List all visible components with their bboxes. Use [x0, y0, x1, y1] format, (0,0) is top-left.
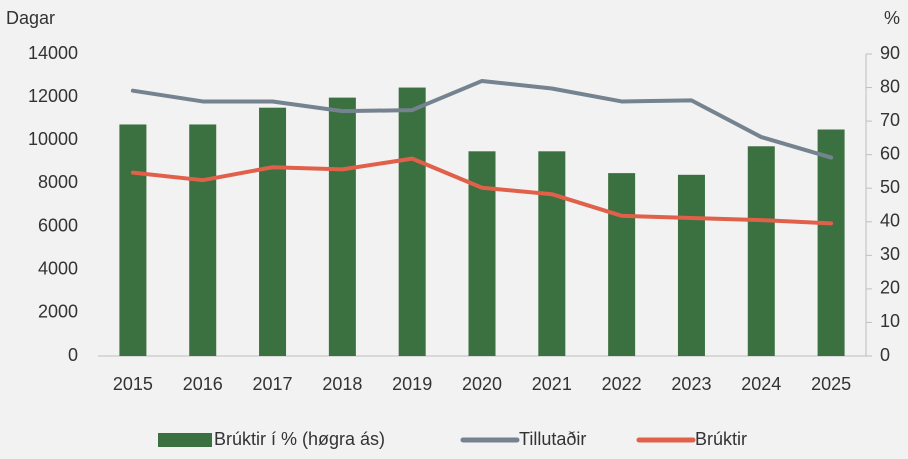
y2-tick-label: 80 [880, 76, 900, 96]
x-tick-label: 2021 [532, 374, 572, 394]
x-tick-label: 2024 [741, 374, 781, 394]
bar [328, 97, 356, 356]
legend-label: Brúktir [695, 429, 747, 449]
y2-axis-title: % [884, 8, 900, 28]
bar [119, 124, 147, 356]
y-tick-label: 0 [68, 345, 78, 365]
y-tick-label: 14000 [28, 43, 78, 63]
line [130, 78, 834, 160]
y2-tick-label: 50 [880, 177, 900, 197]
x-tick-label: 2015 [113, 374, 153, 394]
x-tick-label: 2020 [462, 374, 502, 394]
bar [608, 173, 636, 356]
y-tick-label: 12000 [28, 86, 78, 106]
line [130, 156, 834, 226]
y2-tick-label: 0 [880, 345, 890, 365]
legend-label: Brúktir í % (høgra ás) [214, 429, 385, 449]
y-tick-label: 2000 [38, 302, 78, 322]
x-tick-label: 2022 [602, 374, 642, 394]
y2-tick-label: 70 [880, 110, 900, 130]
y2-tick-label: 20 [880, 278, 900, 298]
bar [259, 107, 287, 356]
y-tick-label: 8000 [38, 172, 78, 192]
bar [817, 129, 845, 356]
x-tick-label: 2017 [253, 374, 293, 394]
bar [538, 151, 566, 356]
y2-tick-label: 30 [880, 244, 900, 264]
y-tick-label: 4000 [38, 258, 78, 278]
y-axis-title: Dagar [6, 8, 55, 28]
bar [677, 174, 705, 356]
x-tick-label: 2018 [322, 374, 362, 394]
x-tick-label: 2025 [811, 374, 851, 394]
y2-tick-label: 90 [880, 43, 900, 63]
legend-label: Tillutaðir [519, 429, 586, 449]
legend-swatch [158, 433, 212, 447]
y-tick-label: 10000 [28, 129, 78, 149]
bar [189, 124, 217, 356]
x-tick-label: 2023 [671, 374, 711, 394]
bar [398, 87, 426, 357]
x-tick-label: 2019 [392, 374, 432, 394]
y-tick-label: 6000 [38, 215, 78, 235]
y2-tick-label: 40 [880, 211, 900, 231]
bar [747, 146, 775, 356]
x-tick-label: 2016 [183, 374, 223, 394]
y2-tick-label: 10 [880, 311, 900, 331]
y2-tick-label: 60 [880, 143, 900, 163]
